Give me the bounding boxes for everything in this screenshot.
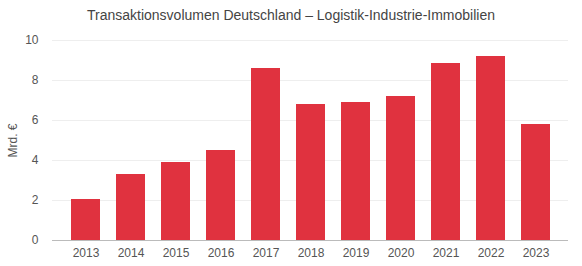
svg-text:2019: 2019 <box>343 246 370 260</box>
svg-text:2018: 2018 <box>298 246 325 260</box>
svg-text:2016: 2016 <box>208 246 235 260</box>
svg-text:0: 0 <box>32 233 39 247</box>
svg-text:6: 6 <box>32 113 39 127</box>
html-text:Transaktionsvolumen Deutschlan: Transaktionsvolumen Deutschland – Logist… <box>87 7 495 23</box>
svg-text:2021: 2021 <box>433 246 460 260</box>
svg-text:8: 8 <box>32 73 39 87</box>
svg-text:Mrd. €: Mrd. € <box>6 123 20 157</box>
svg-text:2017: 2017 <box>253 246 280 260</box>
svg-text:2023: 2023 <box>523 246 550 260</box>
svg-text:2020: 2020 <box>388 246 415 260</box>
svg-text:2014: 2014 <box>118 246 145 260</box>
svg-text:2: 2 <box>32 193 39 207</box>
svg-text:4: 4 <box>32 153 39 167</box>
svg-text:2013: 2013 <box>73 246 100 260</box>
svg-text:10: 10 <box>25 33 39 47</box>
svg-text:2022: 2022 <box>478 246 505 260</box>
svg-text:2015: 2015 <box>163 246 190 260</box>
